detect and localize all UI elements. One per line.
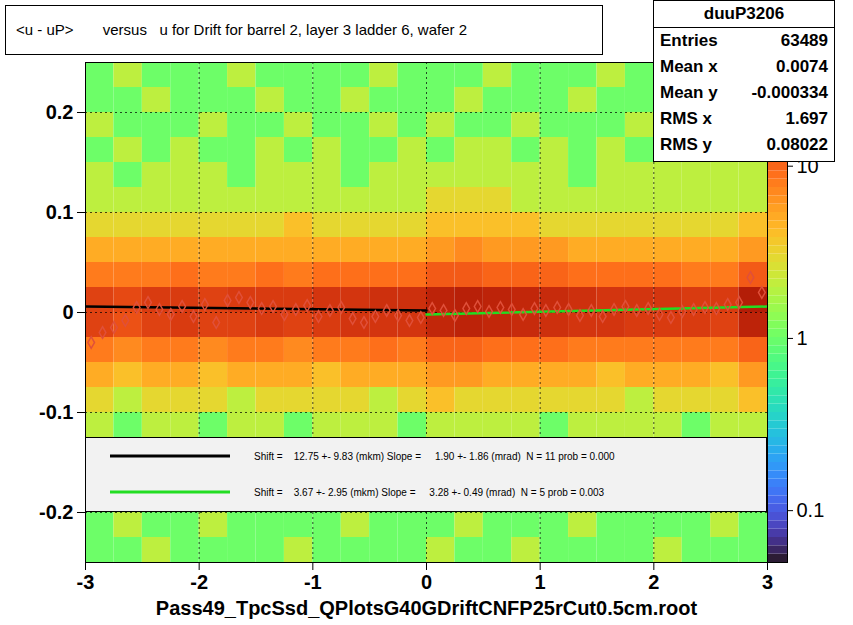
html-text:0.08022: 0.08022 [766, 135, 828, 154]
svg-text:Pass49_TpcSsd_QPlotsG40GDriftC: Pass49_TpcSsd_QPlotsG40GDriftCNFP25rCut0… [156, 597, 698, 619]
svg-text:0.1: 0.1 [797, 499, 825, 521]
html-text:duuP3206: duuP3206 [703, 4, 785, 23]
html-text:Shift = 3.67 +- 2.95 (mkm) Slo: Shift = 3.67 +- 2.95 (mkm) Slope = 3.28 … [254, 486, 605, 498]
svg-text:1: 1 [535, 571, 546, 593]
svg-text:2: 2 [648, 571, 659, 593]
html-text:0.0074: 0.0074 [776, 57, 828, 76]
svg-text:-1: -1 [304, 571, 322, 593]
html-text:63489: 63489 [780, 31, 828, 50]
html-text:RMS x: RMS x [660, 109, 712, 128]
svg-text:-0.1: -0.1 [39, 401, 73, 423]
svg-text:-0.2: -0.2 [39, 501, 73, 523]
svg-text:0: 0 [62, 301, 73, 323]
svg-text:0.2: 0.2 [46, 101, 74, 123]
svg-text:-3: -3 [77, 571, 95, 593]
svg-text:1: 1 [797, 327, 808, 349]
svg-text:10: 10 [796, 154, 819, 177]
svg-text:0.1: 0.1 [46, 201, 74, 223]
svg-text:-2: -2 [190, 571, 208, 593]
html-text:RMS y: RMS y [660, 135, 712, 154]
html-text:Mean y: Mean y [660, 83, 718, 102]
html-text:Shift = 12.75 +- 9.83 (mkm) Sl: Shift = 12.75 +- 9.83 (mkm) Slope = 1.90… [254, 450, 615, 462]
html-text:-0.000334: -0.000334 [751, 83, 828, 102]
html-text:1.697: 1.697 [785, 109, 828, 128]
html-text:<u - uP> versus u for Drift fo: <u - uP> versus u for Drift for barrel 2… [16, 21, 467, 38]
html-text:Entries: Entries [660, 31, 718, 50]
svg-text:3: 3 [762, 571, 773, 593]
svg-text:0: 0 [421, 571, 432, 593]
html-text:Mean x: Mean x [660, 57, 718, 76]
